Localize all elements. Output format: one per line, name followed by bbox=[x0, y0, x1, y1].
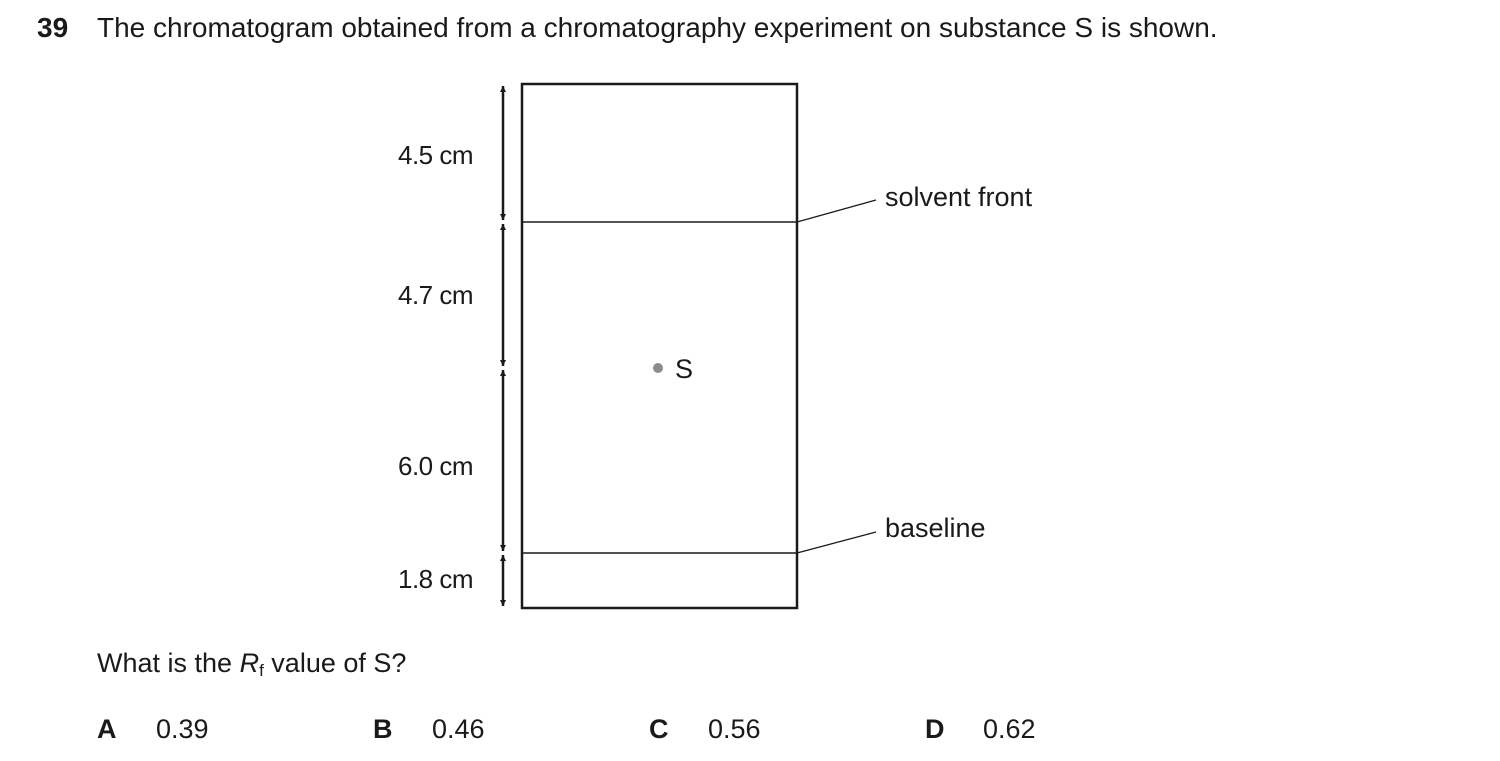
option-b-value[interactable]: 0.46 bbox=[432, 714, 485, 744]
rf-symbol: R bbox=[239, 648, 260, 678]
prompt-after: value of S? bbox=[263, 648, 407, 678]
dimension-label-bottom: 1.8 cm bbox=[398, 564, 474, 594]
option-d-value[interactable]: 0.62 bbox=[983, 714, 1036, 744]
option-b-letter[interactable]: B bbox=[373, 714, 393, 744]
solvent-front-leader bbox=[796, 199, 877, 223]
option-a-value[interactable]: 0.39 bbox=[156, 714, 209, 744]
question-stem: The chromatogram obtained from a chromat… bbox=[97, 12, 1218, 43]
rf-subscript: f bbox=[259, 661, 264, 680]
dimension-label-lower-middle: 6.0 cm bbox=[398, 451, 474, 481]
prompt-before: What is the bbox=[97, 648, 240, 678]
chromatography-paper bbox=[520, 82, 799, 610]
spot-label: S bbox=[675, 354, 694, 384]
option-a-letter[interactable]: A bbox=[97, 714, 117, 744]
spot-s bbox=[653, 363, 663, 373]
baseline-leader bbox=[796, 531, 877, 554]
dimension-label-top: 4.5 cm bbox=[398, 140, 474, 170]
solvent-front-label: solvent front bbox=[885, 182, 1033, 212]
question-prompt: What is the Rf value of S? bbox=[97, 648, 406, 681]
baseline-label: baseline bbox=[885, 513, 986, 543]
option-c-value[interactable]: 0.56 bbox=[708, 714, 761, 744]
option-c-letter[interactable]: C bbox=[649, 714, 669, 744]
dimension-label-upper-middle: 4.7 cm bbox=[398, 280, 474, 310]
option-d-letter[interactable]: D bbox=[925, 714, 945, 744]
question-number: 39 bbox=[37, 12, 69, 43]
